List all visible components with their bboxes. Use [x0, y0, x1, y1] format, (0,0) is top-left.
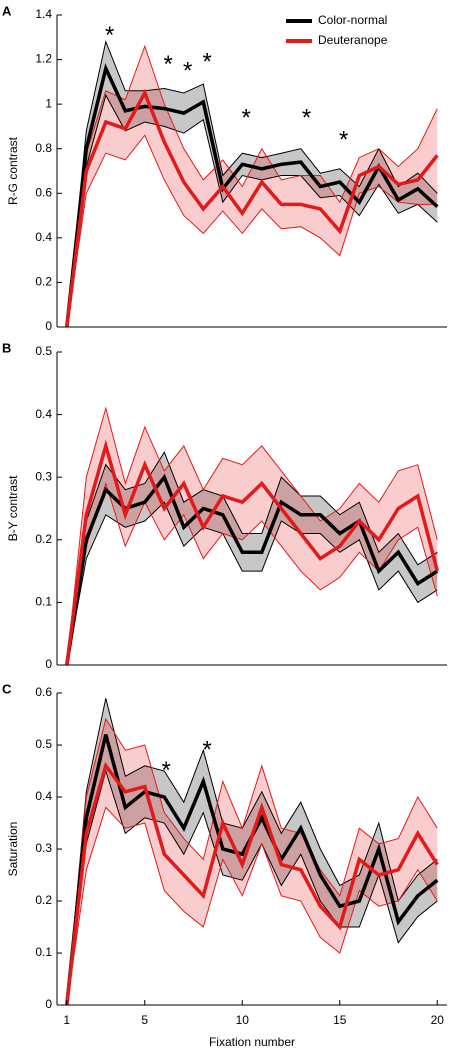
y-tick-label: 0.2: [35, 532, 52, 546]
y-tick-label: 0.4: [35, 789, 52, 803]
y-tick-label: 0.3: [35, 841, 52, 855]
significance-marker: *: [105, 22, 114, 49]
x-tick-label: 20: [431, 1013, 445, 1027]
x-tick-label: 10: [236, 1013, 250, 1027]
band-lower: [66, 501, 438, 666]
significance-marker: *: [241, 104, 250, 131]
y-tick-label: 0.4: [35, 407, 52, 421]
y-axis-label: Saturation: [6, 822, 20, 877]
mean-line: [65, 439, 439, 666]
y-tick-label: 0: [45, 319, 52, 333]
band-lower: [66, 769, 438, 1006]
band-fill: [66, 452, 438, 665]
significance-marker: *: [302, 104, 311, 131]
y-tick-label: 0.1: [35, 945, 52, 959]
mean-line: [65, 761, 439, 1006]
band-fill: [66, 46, 438, 327]
band-fill: [66, 698, 438, 1005]
band-upper: [66, 406, 438, 666]
band-upper: [66, 717, 438, 1006]
significance-marker: *: [202, 49, 211, 76]
significance-marker: *: [162, 757, 171, 784]
band-lower: [66, 93, 438, 328]
y-axis-label: B-Y contrast: [6, 475, 20, 541]
y-tick-label: 0.4: [35, 230, 52, 244]
y-tick-label: 1.4: [35, 7, 52, 21]
band-upper: [66, 698, 438, 1006]
mean-line: [65, 63, 439, 328]
y-tick-label: 0.6: [35, 685, 52, 699]
band-fill: [66, 408, 438, 665]
band-lower: [66, 806, 438, 1006]
y-tick-label: 0.1: [35, 595, 52, 609]
y-tick-label: 1.2: [35, 52, 52, 66]
x-tick-label: 5: [141, 1013, 148, 1027]
y-tick-label: 0.5: [35, 737, 52, 751]
y-tick-label: 0: [45, 657, 52, 671]
y-tick-label: 0.8: [35, 141, 52, 155]
x-tick-label: 1: [63, 1013, 70, 1027]
y-tick-label: 1: [45, 96, 52, 110]
significance-marker: *: [183, 58, 192, 85]
band-fill: [66, 41, 438, 327]
significance-marker: *: [339, 127, 348, 154]
y-tick-label: 0.5: [35, 344, 52, 358]
significance-marker: *: [163, 51, 172, 78]
y-tick-label: 0.6: [35, 185, 52, 199]
panel-label: B: [2, 340, 11, 355]
y-tick-label: 0.3: [35, 469, 52, 483]
mean-line: [65, 88, 439, 328]
significance-marker: *: [202, 736, 211, 763]
panel-label: A: [2, 3, 12, 18]
band-lower: [66, 134, 438, 328]
y-tick-label: 0.2: [35, 893, 52, 907]
legend-label: Deuteranope: [318, 33, 388, 47]
panel-label: C: [2, 681, 12, 696]
band-upper: [66, 451, 438, 666]
x-axis-label: Fixation number: [209, 1035, 295, 1049]
legend-label: Color-normal: [318, 13, 387, 27]
x-tick-label: 15: [333, 1013, 347, 1027]
y-axis-label: R-G contrast: [6, 136, 20, 205]
y-tick-label: 0.2: [35, 275, 52, 289]
band-lower: [66, 481, 438, 666]
y-tick-label: 0: [45, 997, 52, 1011]
